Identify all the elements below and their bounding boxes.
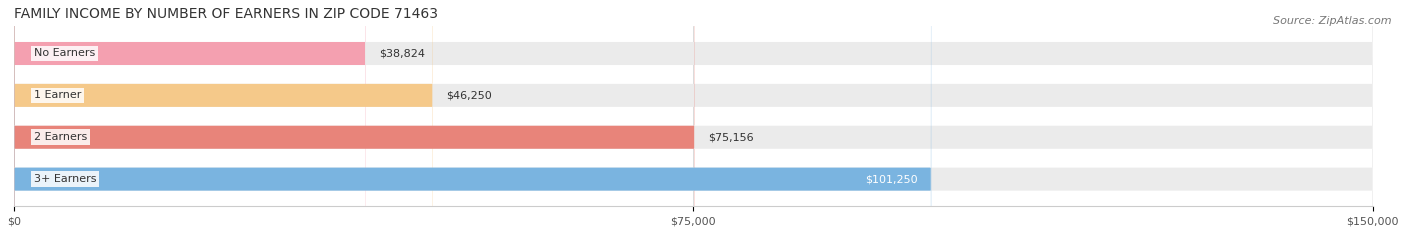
- FancyBboxPatch shape: [14, 0, 366, 233]
- Text: 3+ Earners: 3+ Earners: [34, 174, 97, 184]
- Text: Source: ZipAtlas.com: Source: ZipAtlas.com: [1274, 16, 1392, 26]
- Text: 2 Earners: 2 Earners: [34, 132, 87, 142]
- FancyBboxPatch shape: [14, 0, 433, 233]
- FancyBboxPatch shape: [14, 0, 1372, 233]
- Text: No Earners: No Earners: [34, 48, 96, 58]
- Text: 1 Earner: 1 Earner: [34, 90, 82, 100]
- FancyBboxPatch shape: [14, 0, 695, 233]
- Text: $101,250: $101,250: [865, 174, 918, 184]
- FancyBboxPatch shape: [14, 0, 1372, 233]
- Text: FAMILY INCOME BY NUMBER OF EARNERS IN ZIP CODE 71463: FAMILY INCOME BY NUMBER OF EARNERS IN ZI…: [14, 7, 437, 21]
- FancyBboxPatch shape: [14, 0, 1372, 233]
- Text: $46,250: $46,250: [447, 90, 492, 100]
- FancyBboxPatch shape: [14, 0, 931, 233]
- FancyBboxPatch shape: [14, 0, 1372, 233]
- Text: $38,824: $38,824: [380, 48, 425, 58]
- Text: $75,156: $75,156: [709, 132, 754, 142]
